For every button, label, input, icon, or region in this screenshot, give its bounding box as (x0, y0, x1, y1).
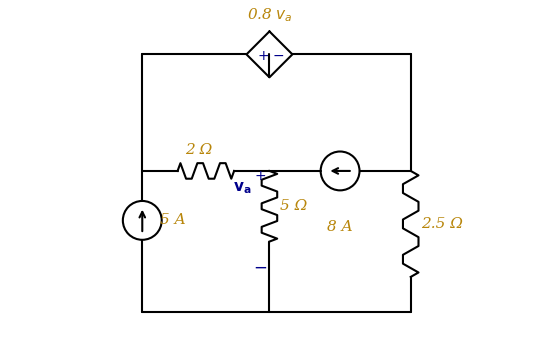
Text: −: − (273, 49, 284, 63)
Text: $\mathbf{v_a}$: $\mathbf{v_a}$ (233, 181, 252, 197)
Text: 2 Ω: 2 Ω (185, 143, 212, 157)
Text: 8 A: 8 A (327, 220, 353, 235)
Text: +: + (255, 169, 267, 183)
Text: 5 A: 5 A (160, 213, 186, 227)
Text: 5 Ω: 5 Ω (280, 199, 307, 213)
Text: +: + (257, 49, 269, 63)
Text: 2.5 Ω: 2.5 Ω (421, 217, 463, 231)
Text: −: − (254, 259, 268, 277)
Text: 0.8 $v_a$: 0.8 $v_a$ (247, 7, 292, 24)
